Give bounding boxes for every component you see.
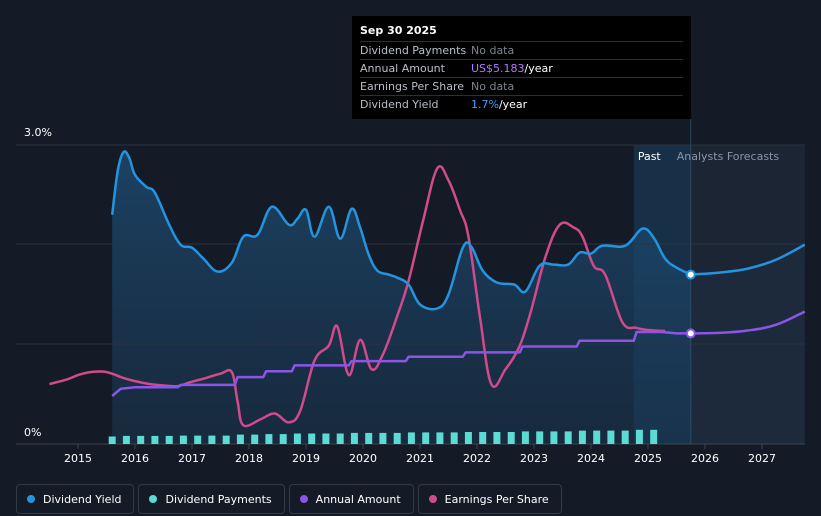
- dividend-payment-bar: [607, 430, 615, 444]
- legend-dot-icon: [27, 495, 35, 503]
- x-tick-label: 2018: [235, 452, 263, 465]
- dividend-payment-bar: [507, 432, 515, 444]
- legend: Dividend Yield Dividend Payments Annual …: [16, 484, 562, 514]
- dividend-yield-marker: [685, 269, 696, 280]
- tooltip-row-earnings-per-share: Earnings Per Share No data: [360, 77, 683, 95]
- x-tick-label: 2022: [463, 452, 491, 465]
- dividend-payment-bar: [194, 435, 202, 444]
- dividend-payment-bar: [151, 435, 159, 444]
- dividend-payment-bar: [635, 429, 643, 444]
- dividend-payment-bar: [293, 433, 301, 444]
- dividend-payment-bar: [650, 429, 658, 444]
- annual-amount-line: [111, 330, 691, 397]
- x-tick-label: 2019: [292, 452, 320, 465]
- dividend-yield-area: [112, 151, 691, 444]
- legend-item-dividend-yield[interactable]: Dividend Yield: [16, 484, 135, 514]
- dividend-payment-bar: [137, 435, 145, 444]
- dividend-payment-bar: [108, 436, 116, 444]
- dividend-payment-bar: [422, 432, 430, 444]
- analysts-forecasts-label: Analysts Forecasts: [677, 150, 780, 163]
- dividend-payment-bar: [593, 430, 601, 444]
- dividend-payment-bar: [236, 434, 244, 444]
- tooltip-value: No data: [471, 80, 515, 93]
- tooltip-row-annual-amount: Annual Amount US$5.183/year: [360, 59, 683, 77]
- dividend-payment-bar: [521, 431, 529, 444]
- tooltip-label: Annual Amount: [360, 62, 445, 75]
- x-tick-label: 2020: [349, 452, 377, 465]
- dividend-payment-bar: [450, 432, 458, 444]
- x-tick-label: 2027: [748, 452, 776, 465]
- x-tick-label: 2015: [64, 452, 92, 465]
- y-tick-label-top: 3.0%: [24, 126, 52, 139]
- dividend-payment-bar: [564, 431, 572, 444]
- dividend-payment-bar: [251, 434, 259, 444]
- tooltip-unit: /year: [498, 98, 528, 111]
- dividend-payment-bar: [265, 434, 273, 444]
- dividend-payment-bar: [436, 432, 444, 444]
- tooltip-unit: /year: [524, 62, 553, 75]
- x-tick-label: 2023: [520, 452, 548, 465]
- dividend-payment-bar: [493, 432, 501, 444]
- dividend-payment-bar: [464, 432, 472, 444]
- earnings-per-share-line: [49, 165, 666, 428]
- dividend-payment-bar: [222, 435, 230, 444]
- dividend-payment-bar: [350, 432, 358, 444]
- dividend-payment-bar: [379, 432, 387, 444]
- dividend-payment-bar: [407, 432, 415, 444]
- legend-label: Dividend Yield: [43, 492, 122, 506]
- dividend-payment-bar: [165, 435, 173, 444]
- tooltip-value: US$5.183: [471, 62, 525, 75]
- dividend-payment-bar: [365, 432, 373, 444]
- legend-label: Dividend Payments: [165, 492, 272, 506]
- x-tick-label: 2024: [577, 452, 605, 465]
- past-label: Past: [638, 150, 662, 163]
- x-tick-label: 2017: [178, 452, 206, 465]
- annual-amount-forecast-line: [690, 310, 806, 335]
- dividend-payment-bar: [536, 431, 544, 444]
- dividend-payment-bar: [322, 433, 330, 444]
- tooltip-label: Earnings Per Share: [360, 80, 465, 93]
- dividend-yield-forecast-line: [690, 243, 806, 276]
- legend-label: Annual Amount: [315, 492, 401, 506]
- tooltip-value: No data: [471, 44, 515, 57]
- tooltip-date: Sep 30 2025: [360, 24, 437, 37]
- tooltip-value: 1.7%: [471, 98, 499, 111]
- legend-dot-icon: [299, 495, 308, 503]
- dividend-payment-bar: [336, 433, 344, 444]
- legend-dot-icon: [428, 495, 437, 503]
- tooltip-row-dividend-yield: Dividend Yield 1.7%/year: [360, 95, 683, 113]
- annual-amount-marker: [685, 328, 696, 339]
- dividend-payment-bar: [308, 433, 316, 444]
- x-tick-label: 2016: [121, 452, 149, 465]
- legend-item-annual-amount[interactable]: Annual Amount: [288, 484, 414, 514]
- x-tick-label: 2025: [634, 452, 662, 465]
- dividend-payment-bar: [179, 435, 187, 444]
- dividend-payment-bar: [621, 430, 629, 444]
- legend-item-dividend-payments[interactable]: Dividend Payments: [138, 484, 285, 514]
- legend-dot-icon: [149, 495, 158, 503]
- dividend-payment-bar: [393, 432, 401, 444]
- tooltip: Sep 30 2025 Dividend Payments No data An…: [352, 16, 691, 119]
- legend-label: Earnings Per Share: [444, 492, 549, 506]
- dividend-yield-line: [110, 150, 692, 311]
- tooltip-label: Dividend Payments: [360, 44, 467, 57]
- dividend-payment-bar: [208, 435, 216, 444]
- dividend-payment-bar: [550, 431, 558, 444]
- legend-item-earnings-per-share[interactable]: Earnings Per Share: [417, 484, 562, 514]
- x-tick-label: 2021: [406, 452, 434, 465]
- dividend-payment-bar: [122, 435, 130, 444]
- dividend-payment-bar: [279, 434, 287, 444]
- dividend-payment-bar: [479, 432, 487, 444]
- x-tick-label: 2026: [691, 452, 719, 465]
- y-tick-label-bottom: 0%: [24, 426, 41, 439]
- tooltip-row-dividend-payments: Dividend Payments No data: [360, 41, 683, 59]
- dividend-payment-bar: [578, 430, 586, 444]
- tooltip-label: Dividend Yield: [360, 98, 439, 111]
